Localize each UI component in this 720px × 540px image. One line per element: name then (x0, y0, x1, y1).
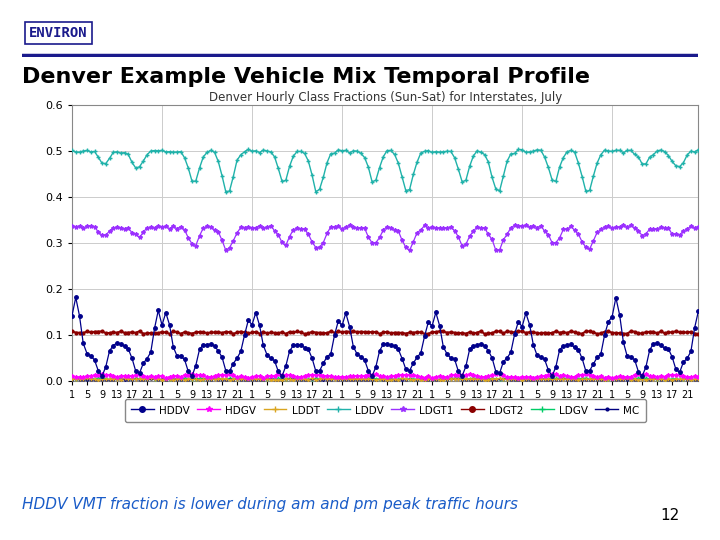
Text: ENVIRON: ENVIRON (29, 26, 87, 40)
Legend: HDDV, HDGV, LDDT, LDDV, LDGT1, LDGT2, LDGV, MC: HDDV, HDGV, LDDT, LDDV, LDGT1, LDGT2, LD… (125, 399, 646, 422)
Title: Denver Hourly Class Fractions (Sun-Sat) for Interstates, July: Denver Hourly Class Fractions (Sun-Sat) … (209, 91, 562, 104)
Text: Denver Example Vehicle Mix Temporal Profile: Denver Example Vehicle Mix Temporal Prof… (22, 67, 590, 87)
Text: HDDV VMT fraction is lower during am and pm peak traffic hours: HDDV VMT fraction is lower during am and… (22, 497, 518, 512)
Text: 12: 12 (660, 508, 679, 523)
